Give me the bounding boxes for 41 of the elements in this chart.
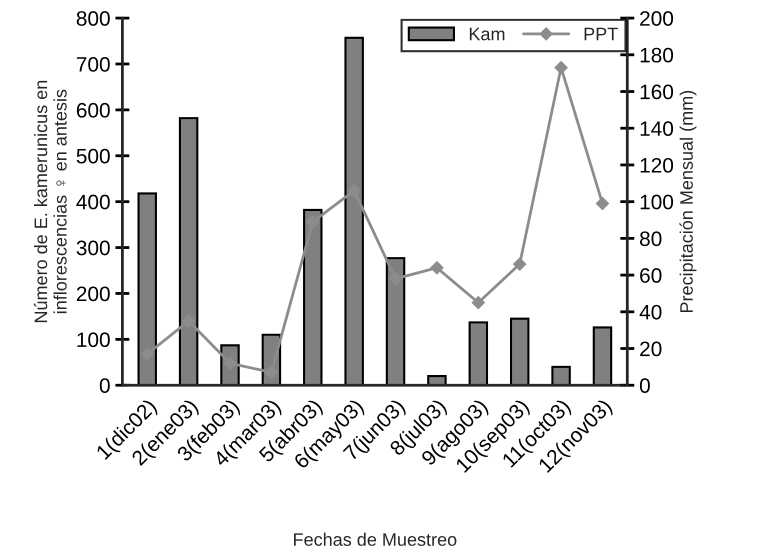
- point: [430, 261, 444, 274]
- y-tick-label: 100: [77, 332, 110, 348]
- y2-axis-title: Precipitación Mensual (mm): [679, 90, 696, 312]
- legend-label: PPT: [584, 28, 618, 40]
- point: [140, 347, 154, 361]
- y-axis-title: Número de E. kamerunicus en inflorescencias ♀ en antesis: [34, 80, 67, 322]
- y2-tick-label: 20: [640, 342, 662, 356]
- y-tick-label: 800: [76, 11, 110, 26]
- y-tick-label: 200: [76, 286, 110, 302]
- x-axis-title: Fechas de Muestreo: [294, 532, 456, 546]
- y-tick-label: 400: [76, 194, 110, 210]
- point: [348, 184, 361, 198]
- bar: [592, 326, 612, 386]
- y-tick-label: 700: [76, 56, 110, 72]
- y2-tick-label: 40: [640, 304, 662, 320]
- y-tick-label: 0: [100, 378, 110, 393]
- y2-tick-label: 160: [640, 84, 674, 100]
- y2-tick-label: 140: [640, 121, 674, 136]
- point: [513, 257, 526, 271]
- point: [182, 314, 196, 328]
- bar: [510, 318, 530, 386]
- y-tick-label: 600: [76, 102, 110, 118]
- legend-label: Kam: [470, 28, 504, 40]
- bar: [468, 321, 488, 386]
- bar: [551, 366, 571, 386]
- point: [554, 61, 568, 74]
- y2-tick-label: 80: [640, 231, 662, 246]
- point: [472, 296, 485, 310]
- y2-tick-label: 0: [640, 378, 650, 393]
- y-tick-label: 500: [76, 148, 110, 164]
- point: [306, 215, 320, 228]
- point: [596, 196, 610, 210]
- y-tick-label: 300: [76, 240, 110, 256]
- point: [388, 272, 402, 286]
- y2-tick-label: 60: [640, 268, 662, 283]
- y2-tick-label: 200: [640, 11, 674, 26]
- y2-tick-label: 100: [640, 194, 674, 210]
- point: [264, 366, 278, 379]
- bar: [427, 375, 447, 386]
- y2-tick-label: 180: [640, 48, 674, 63]
- y2-tick-label: 120: [640, 158, 674, 173]
